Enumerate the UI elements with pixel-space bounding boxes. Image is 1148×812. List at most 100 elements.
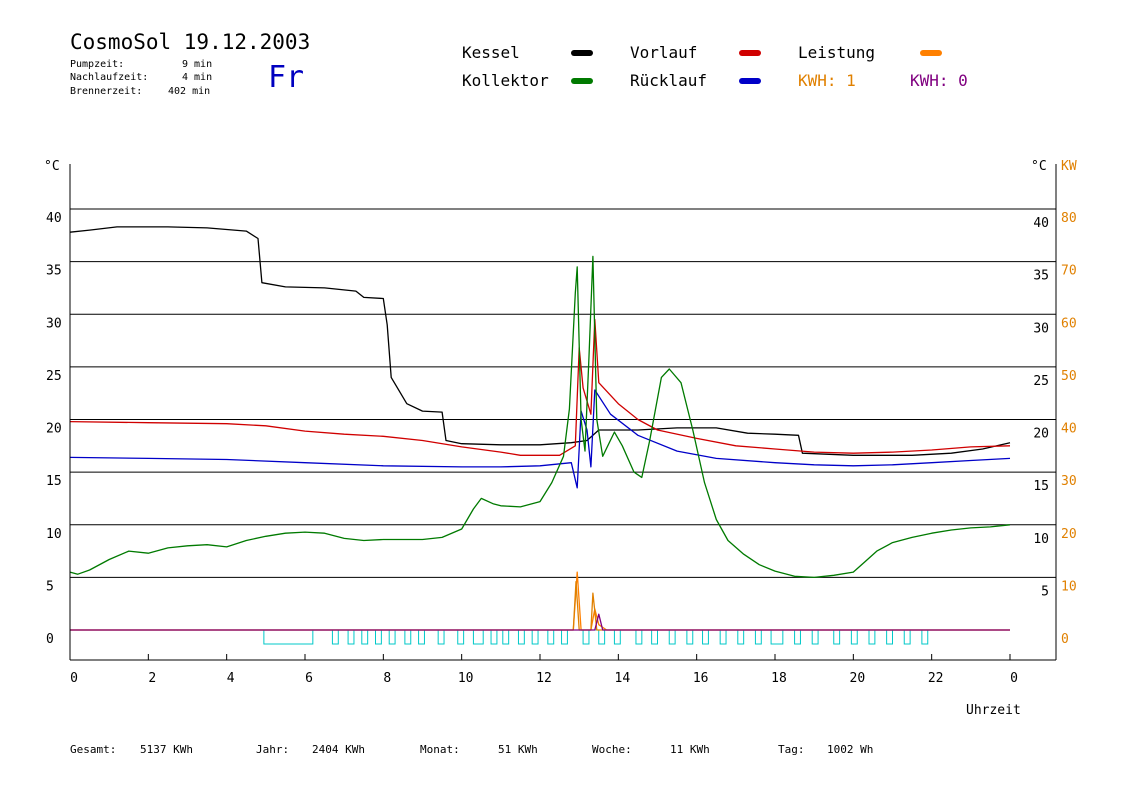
pump-time-label: Pumpzeit: xyxy=(70,59,125,70)
y-tick-right-kw: 30 xyxy=(1061,474,1077,489)
y-tick-right-kw: 60 xyxy=(1061,316,1077,331)
legend-ruecklauf: Rücklauf xyxy=(630,71,708,90)
tick-labels: 0510152025303540510152025303540010203040… xyxy=(44,159,1077,718)
pump-pulse xyxy=(347,629,355,645)
pump-pulse xyxy=(770,629,784,645)
series-line-leistung xyxy=(70,571,1010,631)
pump-pulse xyxy=(686,629,694,645)
pump-pulse xyxy=(903,629,911,645)
legend-kessel: Kessel xyxy=(462,43,520,62)
pump-pulse xyxy=(375,629,382,645)
pump-pulse xyxy=(561,629,568,645)
series-line-kessel xyxy=(69,226,1011,456)
pump-pulse xyxy=(531,629,539,645)
x-tick-label: 10 xyxy=(458,671,474,686)
y-tick-right-c: 20 xyxy=(1033,427,1049,442)
pump-time-value: 9 min xyxy=(182,59,213,70)
grid-lines xyxy=(70,208,1056,578)
pump-pulse xyxy=(737,629,745,645)
pump-pulse xyxy=(457,629,465,645)
pump-pulse xyxy=(702,629,709,645)
y-label-right-c: °C xyxy=(1031,159,1047,174)
footer-monat-value: 51 KWh xyxy=(498,743,538,756)
y-tick-right-kw: 0 xyxy=(1061,632,1069,647)
y-label-right-kw: KW xyxy=(1061,159,1077,174)
legend-kwh0: KWH: 0 xyxy=(910,71,968,90)
pump-pulse xyxy=(794,629,801,645)
y-tick-left: 35 xyxy=(46,264,62,279)
pump-pulse xyxy=(502,629,510,645)
y-tick-right-kw: 40 xyxy=(1061,422,1077,437)
y-label-left: °C xyxy=(44,159,60,174)
x-tick-label: 12 xyxy=(536,671,552,686)
pump-pulse xyxy=(582,629,590,645)
pump-pulse xyxy=(719,629,727,645)
pump-pulse xyxy=(331,629,339,645)
pump-pulse xyxy=(811,629,819,645)
x-tick-label: 16 xyxy=(693,671,709,686)
pump-pulse xyxy=(886,629,893,645)
legend-leistung-swatch xyxy=(920,50,942,56)
pump-pulse xyxy=(850,629,858,645)
footer-jahr-value: 2404 KWh xyxy=(312,743,365,756)
pump-pulse xyxy=(418,629,425,645)
x-tick-label: 0 xyxy=(70,671,78,686)
pump-pulse xyxy=(388,629,396,645)
footer-gesamt-value: 5137 KWh xyxy=(140,743,193,756)
legend-kollektor: Kollektor xyxy=(462,71,549,90)
weekday: Fr xyxy=(268,60,305,95)
y-tick-right-kw: 70 xyxy=(1061,264,1077,279)
y-tick-left: 10 xyxy=(46,527,62,542)
y-tick-right-c: 5 xyxy=(1041,584,1049,599)
legend-kwh1: KWH: 1 xyxy=(798,71,856,90)
x-tick-label: 18 xyxy=(771,671,787,686)
footer-jahr-label: Jahr: xyxy=(256,743,290,756)
pump-pulse xyxy=(517,629,525,645)
axes xyxy=(69,164,1057,661)
footer-tag-label: Tag: xyxy=(778,743,805,756)
pump-pulse xyxy=(754,629,762,645)
y-tick-right-c: 10 xyxy=(1033,532,1049,547)
pump-pulse xyxy=(263,629,314,645)
legend-vorlauf-swatch xyxy=(739,50,761,56)
series-line-kwh1 xyxy=(70,580,1010,631)
pump-pulse xyxy=(361,629,369,645)
y-tick-right-kw: 10 xyxy=(1061,579,1077,594)
y-tick-left: 25 xyxy=(46,369,62,384)
series-line-kollektor xyxy=(69,255,1011,579)
legend-ruecklauf-swatch xyxy=(739,78,761,84)
pump-pulse xyxy=(833,629,841,645)
y-tick-left: 30 xyxy=(46,316,62,331)
legend-vorlauf: Vorlauf xyxy=(630,43,698,62)
pump-pulse xyxy=(921,629,929,645)
x-tick-label: 2 xyxy=(148,671,156,686)
series-line-vorlauf xyxy=(69,318,1011,456)
y-tick-left: 5 xyxy=(46,579,54,594)
pump-pulse xyxy=(651,629,658,645)
pump-pulse xyxy=(472,629,484,645)
pump-pulse xyxy=(613,629,621,645)
footer-woche-label: Woche: xyxy=(592,743,632,756)
pump-pulse xyxy=(547,629,555,645)
y-tick-right-c: 35 xyxy=(1033,269,1049,284)
x-axis-label: Uhrzeit xyxy=(966,703,1021,718)
y-tick-right-kw: 20 xyxy=(1061,527,1077,542)
x-tick-label: 8 xyxy=(383,671,391,686)
x-tick-label: 20 xyxy=(850,671,866,686)
series-lines xyxy=(69,226,1011,631)
pump-pulse xyxy=(868,629,876,645)
after-run-value: 4 min xyxy=(182,72,213,83)
pump-pulse xyxy=(668,629,676,645)
legend-kessel-swatch xyxy=(571,50,593,56)
footer-tag-value: 1002 Wh xyxy=(827,743,874,756)
y-tick-right-c: 40 xyxy=(1033,216,1049,231)
series-line-kwh0 xyxy=(70,613,1010,631)
burner-time-value: 402 min xyxy=(168,86,211,97)
y-tick-right-kw: 50 xyxy=(1061,369,1077,384)
x-tick-label: 0 xyxy=(1010,671,1018,686)
footer-monat-label: Monat: xyxy=(420,743,460,756)
page-title: CosmoSol 19.12.2003 xyxy=(70,30,311,54)
footer-woche-value: 11 KWh xyxy=(670,743,710,756)
pump-pulses xyxy=(70,629,1010,645)
